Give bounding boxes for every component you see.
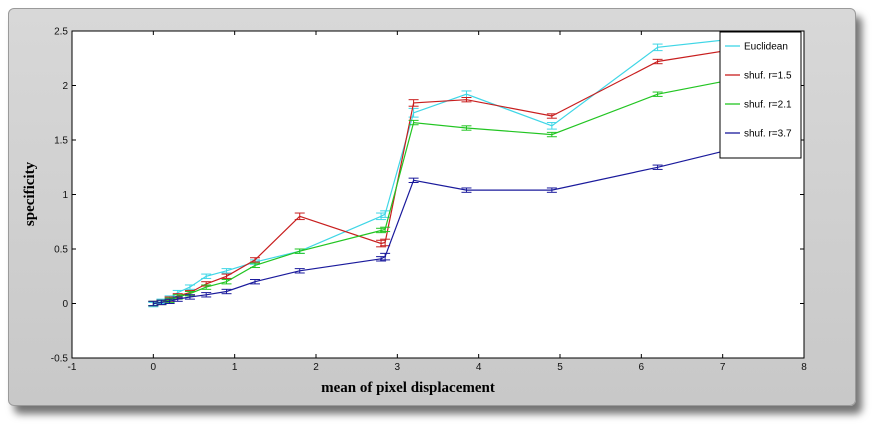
y-tick-label: -0.5	[51, 354, 69, 365]
x-tick-label: 3	[395, 362, 401, 373]
series-line	[153, 46, 748, 305]
legend-label: shuf. r=2.1	[744, 100, 792, 111]
y-tick-label: 2	[62, 81, 68, 92]
y-tick-label: 1.5	[54, 136, 68, 147]
x-axis-title: mean of pixel displacement	[321, 380, 495, 396]
y-tick-label: 0	[62, 299, 68, 310]
x-tick-label: 0	[151, 362, 157, 373]
x-tick-label: 8	[801, 362, 807, 373]
axis-ticks: -1 0 1 2 3 4 5 6 7 8 -0.5 0 0.5 1 1.5 2 2.5	[51, 27, 807, 374]
y-tick-label: 0.5	[54, 245, 68, 256]
legend-label: Euclidean	[744, 42, 788, 53]
x-tick-label: 1	[232, 362, 238, 373]
series-line	[153, 144, 748, 305]
series-lines	[148, 34, 753, 308]
x-tick-label: 5	[557, 362, 563, 373]
legend: Euclidean shuf. r=1.5 shuf. r=2.1 shuf. r=3…	[719, 31, 802, 159]
legend-box	[719, 31, 802, 159]
x-tick-label: 7	[720, 362, 726, 373]
legend-label: shuf. r=3.7	[744, 129, 792, 140]
plot-area	[71, 30, 805, 359]
series-line	[153, 36, 748, 306]
y-tick-label: 2.5	[54, 27, 68, 38]
series-line	[153, 76, 748, 305]
legend-label: shuf. r=1.5	[744, 71, 792, 82]
x-tick-label: -1	[68, 362, 77, 373]
series-3	[148, 142, 753, 307]
x-tick-label: 6	[639, 362, 645, 373]
y-axis-title: specificity	[22, 161, 38, 226]
x-tick-label: 4	[476, 362, 482, 373]
y-tick-label: 1	[62, 190, 68, 201]
x-tick-label: 2	[313, 362, 319, 373]
